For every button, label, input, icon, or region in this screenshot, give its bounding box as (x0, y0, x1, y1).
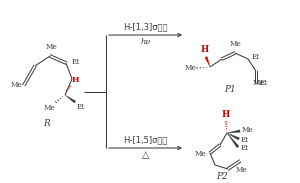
Text: P1: P1 (224, 85, 236, 94)
Text: H: H (72, 76, 80, 84)
Text: Me: Me (184, 64, 196, 72)
Polygon shape (227, 133, 240, 140)
Text: Me: Me (252, 79, 264, 87)
Text: Et: Et (77, 103, 85, 111)
Text: H: H (201, 45, 209, 54)
Text: Me: Me (242, 126, 254, 134)
Text: Et: Et (252, 53, 260, 61)
Text: Et: Et (260, 79, 268, 87)
Text: Et: Et (241, 136, 249, 144)
Polygon shape (65, 95, 76, 103)
Text: hν: hν (140, 38, 151, 46)
Polygon shape (205, 57, 210, 67)
Text: Me: Me (235, 166, 247, 174)
Text: △: △ (142, 151, 149, 160)
Polygon shape (227, 133, 239, 148)
Text: Me: Me (10, 81, 22, 89)
Text: Me: Me (43, 104, 55, 112)
Text: Et: Et (241, 144, 249, 152)
Text: H: H (222, 110, 230, 119)
Text: H-[1,5]σ迁移: H-[1,5]σ迁移 (123, 135, 168, 144)
Text: P2: P2 (216, 172, 228, 181)
Text: Me: Me (229, 40, 241, 48)
Polygon shape (227, 130, 240, 133)
Text: H-[1,3]σ迁移: H-[1,3]σ迁移 (123, 22, 168, 31)
Text: Me: Me (45, 43, 57, 51)
Text: Me: Me (194, 150, 206, 158)
Text: R: R (44, 119, 50, 128)
Text: Et: Et (72, 58, 80, 66)
